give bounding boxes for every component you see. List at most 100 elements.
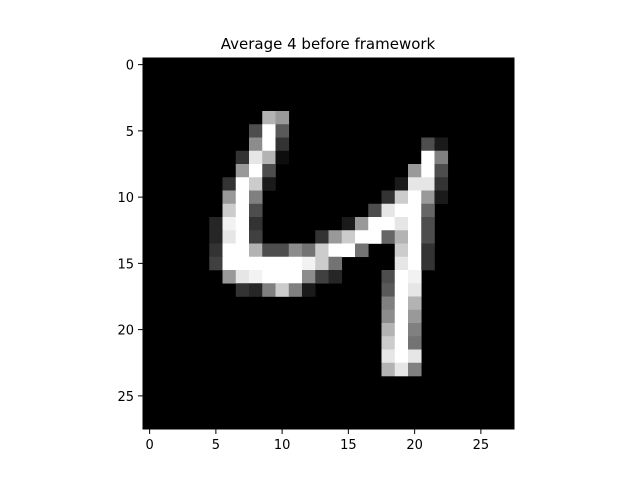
heatmap-cell (394, 177, 409, 191)
heatmap-cell (408, 349, 422, 364)
heatmap-cell (235, 150, 250, 165)
heatmap-cell (315, 230, 329, 244)
heatmap-cell (394, 349, 409, 364)
chart-title: Average 4 before framework (221, 35, 436, 53)
heatmap-cell (222, 230, 237, 244)
heatmap-cell (209, 230, 223, 244)
heatmap-cell (394, 203, 409, 218)
heatmap-cell (235, 256, 250, 271)
heatmap-cell (262, 256, 276, 271)
heatmap-cell (381, 203, 396, 218)
heatmap-cell (381, 217, 396, 231)
heatmap-cell (394, 362, 409, 377)
heatmap-cell (394, 283, 409, 297)
heatmap-cell (328, 230, 343, 244)
heatmap-cell (341, 230, 356, 244)
x-tick-label: 15 (340, 438, 357, 453)
heatmap-cell (249, 256, 263, 271)
heatmap-cell (355, 243, 369, 258)
x-tick-label: 25 (473, 438, 490, 453)
heatmap-cell (381, 296, 396, 311)
heatmap-cell (408, 336, 422, 350)
heatmap-cell (434, 137, 449, 152)
heatmap-cell (408, 296, 422, 311)
heatmap-cell (381, 349, 396, 364)
heatmap-cell (368, 230, 382, 244)
heatmap-cell (249, 124, 263, 138)
heatmap-cell (262, 150, 276, 165)
heatmap-cell (408, 164, 422, 178)
heatmap-cell (275, 124, 290, 138)
heatmap-cell (262, 164, 276, 178)
heatmap-cell (288, 243, 303, 258)
heatmap-cell (394, 270, 409, 284)
y-tick-label: 15 (117, 257, 134, 272)
heatmap-cell (355, 230, 369, 244)
heatmap-cell (262, 124, 276, 138)
heatmap-cell (394, 256, 409, 271)
heatmap-cell (394, 336, 409, 350)
y-tick-label: 0 (126, 59, 134, 74)
heatmap-cell (249, 190, 263, 205)
y-tick-label: 25 (117, 390, 134, 405)
heatmap-cell (275, 283, 290, 297)
heatmap-cell (394, 309, 409, 324)
heatmap-cell (341, 243, 356, 258)
heatmap-cell (381, 283, 396, 297)
heatmap-cell (394, 323, 409, 337)
heatmap-cell (302, 270, 316, 284)
heatmap-cell (235, 190, 250, 205)
heatmap-cell (288, 270, 303, 284)
heatmap-cell (408, 323, 422, 337)
heatmap-cell (275, 137, 290, 152)
heatmap-cell (222, 256, 237, 271)
heatmap-cell (288, 283, 303, 297)
heatmap-cell (421, 217, 435, 231)
heatmap-cell (421, 243, 435, 258)
heatmap-cell (249, 177, 263, 191)
y-tick-label: 20 (117, 324, 134, 339)
heatmap-cell (235, 243, 250, 258)
heatmap-cell (394, 230, 409, 244)
heatmap-cell (235, 217, 250, 231)
heatmap-cell (262, 243, 276, 258)
heatmap-cell (249, 203, 263, 218)
heatmap-cell (249, 230, 263, 244)
heatmap-cell (209, 256, 223, 271)
plot-area (142, 57, 515, 430)
heatmap-cell (222, 177, 237, 191)
heatmap-cell (381, 270, 396, 284)
heatmap-cell (421, 150, 435, 165)
heatmap-cell (421, 256, 435, 271)
heatmap-cell (209, 243, 223, 258)
heatmap-cell (249, 243, 263, 258)
heatmap-cell (408, 283, 422, 297)
heatmap-cell (315, 243, 329, 258)
heatmap-cell (315, 256, 329, 271)
heatmap-cell (222, 203, 237, 218)
heatmap-cell (302, 243, 316, 258)
heatmap-cell (408, 256, 422, 271)
heatmap-cell (222, 243, 237, 258)
heatmap-cell (421, 164, 435, 178)
heatmap-cell (408, 309, 422, 324)
heatmap-cell (394, 296, 409, 311)
heatmap-cell (408, 243, 422, 258)
heatmap-cell (275, 111, 290, 125)
y-tick-label: 10 (117, 191, 134, 206)
heatmap-cell (249, 164, 263, 178)
heatmap-cell (408, 190, 422, 205)
x-tick-label: 5 (212, 438, 220, 453)
heatmap-cell (249, 150, 263, 165)
heatmap-cell (249, 270, 263, 284)
heatmap-cell (262, 111, 276, 125)
heatmap-cell (381, 190, 396, 205)
heatmap-cell (381, 309, 396, 324)
heatmap-cell (381, 323, 396, 337)
heatmap-cell (235, 283, 250, 297)
heatmap-cell (262, 283, 276, 297)
heatmap-cell (434, 164, 449, 178)
heatmap-cell (394, 243, 409, 258)
heatmap-cell (394, 217, 409, 231)
heatmap-cell (381, 336, 396, 350)
